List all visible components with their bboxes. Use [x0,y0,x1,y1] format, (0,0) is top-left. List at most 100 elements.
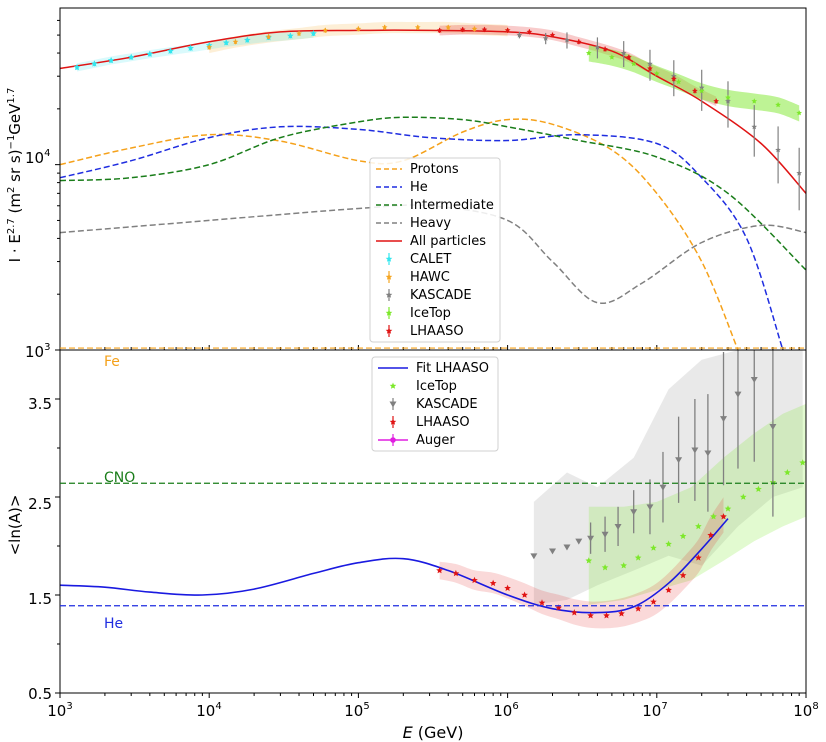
hawc-point [206,44,213,50]
top-data-points [73,24,802,211]
legend-label: Protons [410,162,459,177]
lhaaso-point [571,609,578,616]
lhaaso-point [555,604,562,611]
bottom-ytick-3: 3.5 [28,395,52,413]
kascade-point [587,535,595,542]
bottom-curves [59,518,729,614]
icetop-point [740,493,747,500]
lhaaso-point [481,26,488,33]
lhaaso-point [634,605,642,612]
kascade-point [530,553,538,560]
lhaaso-point [670,75,677,82]
icetop-point [665,540,672,547]
top-ytick-1e4: 104 [25,148,50,167]
lhaaso-point [647,65,653,71]
lhaaso-point [436,567,443,574]
kascade-point [698,84,705,91]
legend-swatch [385,309,393,316]
kascade-point [704,450,712,457]
icetop-point [698,87,705,94]
lhaaso-point [692,87,698,94]
kascade-point [659,484,667,491]
icetop-point [601,564,609,571]
kascade-point [725,98,731,104]
hawc-band [209,21,508,54]
top-ylabel: I · E2.7 (m2 sr s)−1GeV1.7 [6,88,24,263]
calet-point [107,56,115,64]
kascade-point [675,457,683,464]
top-legend: Protons He Intermediate Heavy All partic… [369,157,501,343]
legend-label: KASCADE [416,397,478,412]
calet-point [222,39,230,46]
icetop-point [755,485,762,492]
xtick-1e5: 105 [344,701,369,720]
icetop-point [751,98,758,104]
legend-label: CALET [410,252,451,267]
icetop-point [725,94,731,100]
curve-intermediate [59,116,807,271]
lhaaso-point [650,598,657,605]
kascade-point [601,531,609,538]
curve-heavy [59,204,807,305]
kascade-point [614,523,622,530]
lhaaso-point [707,531,715,539]
legend-label: Fit LHAASO [416,361,489,376]
kascade-point [720,416,728,423]
icetop-point [634,554,642,561]
top-model-curves [59,29,807,351]
lhaaso-point [713,98,719,104]
kascade-point [564,37,570,43]
hawc-point [414,24,421,30]
kascade-point [670,73,677,79]
kascade-point [620,50,627,56]
xlabel: E (GeV) [403,723,464,742]
xtick-1e3: 103 [47,701,72,720]
calet-point [187,44,194,51]
legend-swatch [389,418,397,425]
calet-point [73,63,81,71]
bottom-plot-frame [59,349,807,694]
legend-label: Auger [416,433,455,448]
kascade-point [734,391,742,398]
kascade-point [691,447,699,454]
kascade-point [796,170,802,176]
lhaaso-point [679,571,687,579]
legend-label: IceTop [416,379,457,394]
calet-point [146,50,154,57]
kascade-point [630,509,638,516]
icetop-point [675,78,682,85]
hawc-point [296,30,302,36]
kascade-point [647,60,653,67]
hawc-point [445,24,452,30]
xtick-1e8: 108 [793,701,818,720]
lhaaso-point [504,27,511,33]
icetop-point [724,505,732,512]
legend-swatch [390,437,396,443]
icetop-point [630,60,637,67]
lhaaso-point [720,513,727,520]
lhaaso-point [489,579,497,587]
legend-swatch [385,327,393,334]
kascade-point [549,548,557,555]
axes [55,7,807,698]
icetop-point [784,469,791,476]
icetop-point [796,110,802,116]
calet-point [244,36,251,43]
icetop-point [775,101,781,108]
kascade-point [516,32,523,38]
legend-swatch [389,382,397,389]
lhaaso-point [695,554,702,561]
kascade-point [751,123,758,130]
hawc-point [322,27,329,33]
icetop-point [650,544,657,551]
calet-point [310,30,317,37]
xtick-1e7: 107 [642,701,667,720]
lhaaso-point [603,612,610,619]
calet-point [167,47,174,54]
hawc-point [232,38,239,45]
bottom-legend: Fit LHAASO IceTop KASCADE LHAASO Auger [371,356,499,452]
kascade-point [575,538,583,545]
calet-point [287,32,294,39]
kascade-point [775,147,781,153]
